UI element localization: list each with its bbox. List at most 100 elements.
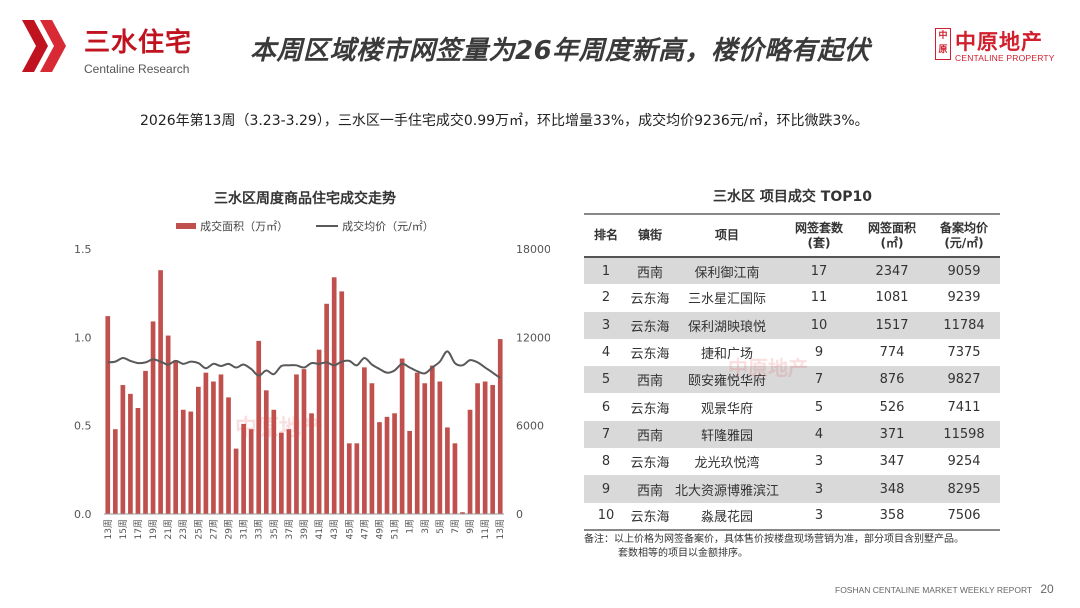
cell-units: 3 bbox=[814, 454, 824, 470]
cell-units: 9 bbox=[814, 345, 824, 361]
cell-project: 保利御江南 bbox=[672, 257, 782, 285]
cell-price: 9059 bbox=[928, 257, 1000, 285]
x-tick: 21周 bbox=[163, 519, 174, 539]
line-swatch-icon bbox=[316, 225, 339, 227]
bar bbox=[180, 409, 186, 514]
bar bbox=[241, 423, 246, 514]
cell-town: 云东海 bbox=[630, 401, 670, 417]
x-tick: 19周 bbox=[148, 519, 159, 539]
bar bbox=[429, 365, 435, 514]
y-right-tick: 0 bbox=[516, 508, 523, 521]
bar bbox=[165, 335, 171, 514]
bar bbox=[490, 385, 496, 514]
legend-label-price: 成交均价（元/㎡） bbox=[342, 220, 434, 233]
cell-units: 3 bbox=[782, 502, 856, 531]
cell-units: 10 bbox=[782, 311, 856, 339]
bar bbox=[150, 321, 156, 514]
legend-label-area: 成交面积（万㎡） bbox=[200, 220, 289, 233]
bar bbox=[112, 429, 118, 514]
x-tick: 39周 bbox=[299, 519, 310, 539]
x-tick: 3周 bbox=[420, 519, 431, 534]
chart-legend: 成交面积（万㎡） 成交均价（元/㎡） bbox=[60, 218, 550, 234]
bar bbox=[339, 291, 345, 514]
table-row: 8 云东海 龙光玖悦湾 3 347 9254 bbox=[584, 448, 1000, 475]
cell-price: 11598 bbox=[928, 420, 1000, 449]
x-tick: 15周 bbox=[118, 519, 129, 539]
x-tick: 33周 bbox=[254, 519, 265, 539]
table-row: 7 西南 轩隆雅园 4 371 11598 bbox=[584, 420, 1000, 449]
y-left-tick: 0.0 bbox=[74, 508, 92, 521]
x-tick: 29周 bbox=[224, 519, 235, 539]
cell-area: 358 bbox=[856, 502, 928, 531]
bar bbox=[135, 408, 141, 514]
bar bbox=[437, 381, 443, 514]
x-tick: 17周 bbox=[133, 519, 144, 539]
bar bbox=[188, 411, 194, 514]
x-tick: 7周 bbox=[450, 519, 461, 534]
legend-item-price: 成交均价（元/㎡） bbox=[316, 218, 434, 234]
bar bbox=[422, 383, 428, 514]
x-tick: 31周 bbox=[239, 519, 250, 539]
x-tick: 47周 bbox=[359, 519, 370, 539]
table-row: 4 云东海 捷和广场 9 774 7375 bbox=[584, 339, 1000, 366]
y-left-tick: 1.5 bbox=[74, 243, 92, 256]
weekly-summary: 2026年第13周（3.23-3.29），三水区一手住宅成交0.99万㎡，环比增… bbox=[140, 113, 869, 129]
table-row: 3 云东海 保利湖映琅悦 10 1517 11784 bbox=[584, 311, 1000, 339]
cell-units: 7 bbox=[782, 366, 856, 394]
footer: FOSHAN CENTALINE MARKET WEEKLY REPORT 20 bbox=[835, 582, 1054, 596]
cell-rank: 10 bbox=[584, 502, 628, 531]
note-line-1: 备注：以上价格为网签备案价，具体售价按楼盘现场营销为准，部分项目含别墅产品。 bbox=[584, 534, 964, 545]
header-rank: 排名 bbox=[584, 213, 628, 258]
cell-rank: 8 bbox=[601, 454, 611, 470]
bar bbox=[218, 374, 224, 514]
y-left-tick: 0.5 bbox=[74, 420, 92, 433]
cell-rank: 4 bbox=[601, 345, 611, 361]
cell-area: 371 bbox=[856, 420, 928, 449]
bar bbox=[377, 422, 382, 514]
bar bbox=[331, 277, 337, 514]
x-tick: 41周 bbox=[314, 519, 325, 539]
bar bbox=[286, 429, 292, 514]
bar bbox=[445, 427, 450, 514]
cell-project: 颐安雍悦华府 bbox=[672, 366, 782, 394]
cell-town: 西南 bbox=[628, 366, 672, 394]
cell-units: 11 bbox=[810, 290, 828, 306]
bar bbox=[128, 393, 133, 514]
price-line bbox=[107, 350, 501, 379]
x-tick: 23周 bbox=[178, 519, 189, 539]
cell-town: 云东海 bbox=[628, 502, 672, 531]
cell-area: 2347 bbox=[856, 257, 928, 285]
x-tick: 51周 bbox=[390, 519, 401, 539]
cell-area: 347 bbox=[879, 454, 905, 470]
bar bbox=[158, 270, 163, 514]
company-logo-en: CENTALINE PROPERTY bbox=[955, 53, 1055, 63]
company-logo-cn: 中原地产 bbox=[955, 30, 1043, 54]
company-seal-icon: 中原 bbox=[935, 28, 951, 60]
bar bbox=[324, 303, 329, 514]
cell-price: 7375 bbox=[947, 345, 981, 361]
cell-price: 11784 bbox=[928, 311, 1000, 339]
page-title: 本周区域楼市网签量为26年周度新高，楼价略有起伏 bbox=[250, 36, 871, 66]
x-tick: 45周 bbox=[344, 519, 355, 539]
chart-title: 三水区周度商品住宅成交走势 bbox=[214, 191, 396, 207]
report-name: FOSHAN CENTALINE MARKET WEEKLY REPORT bbox=[835, 585, 1032, 595]
x-tick: 43周 bbox=[329, 519, 340, 539]
cell-rank: 7 bbox=[584, 420, 628, 449]
cell-town: 云东海 bbox=[630, 292, 670, 308]
bar bbox=[263, 390, 269, 514]
table-row: 2 云东海 三水星汇国际 11 1081 9239 bbox=[584, 284, 1000, 311]
cell-town: 云东海 bbox=[630, 456, 670, 472]
bar bbox=[369, 383, 375, 514]
bar bbox=[301, 369, 307, 514]
bar bbox=[294, 374, 299, 514]
cell-area: 876 bbox=[856, 366, 928, 394]
cell-price: 9239 bbox=[947, 290, 981, 306]
bar bbox=[233, 448, 239, 514]
cell-units: 4 bbox=[782, 420, 856, 449]
bar bbox=[120, 385, 126, 514]
cell-town: 云东海 bbox=[630, 347, 670, 363]
y-left-tick: 1.0 bbox=[74, 331, 92, 344]
table-row: 6 云东海 观景华府 5 526 7411 bbox=[584, 393, 1000, 420]
cell-rank: 2 bbox=[601, 290, 611, 306]
cell-town: 云东海 bbox=[628, 311, 672, 339]
